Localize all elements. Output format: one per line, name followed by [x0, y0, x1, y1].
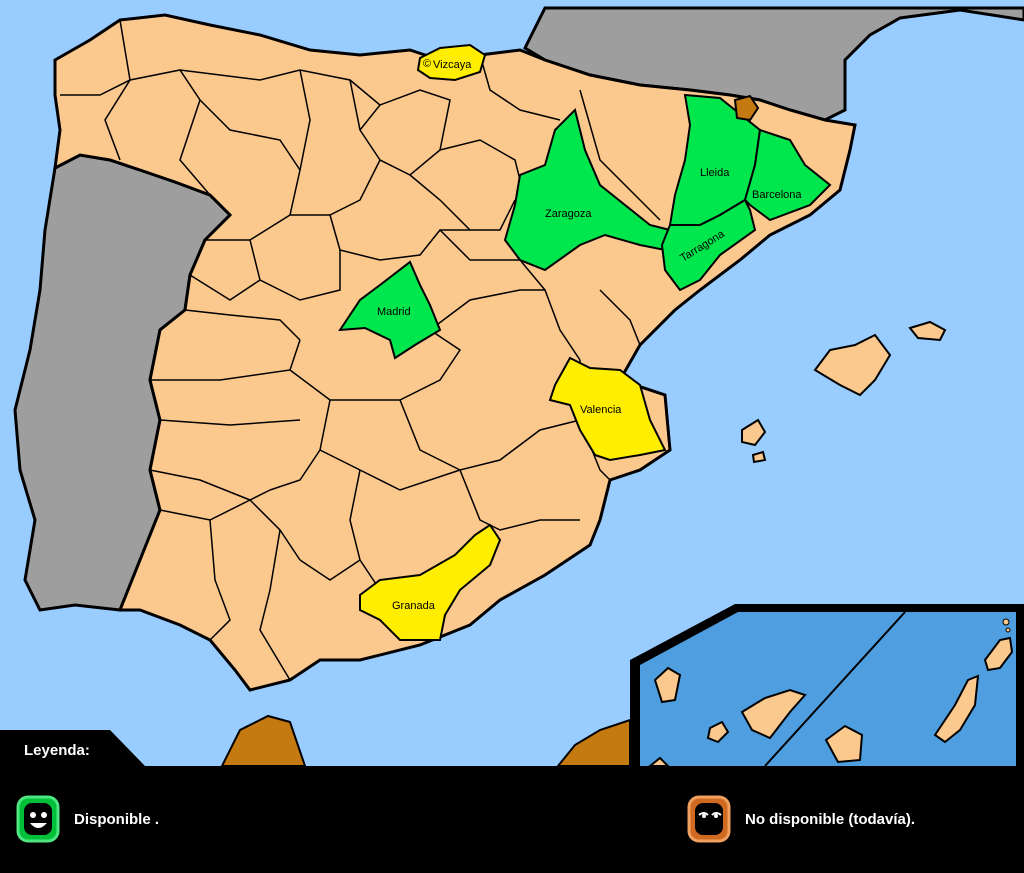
province-tarragona[interactable] [660, 198, 757, 292]
happy-face-icon [16, 795, 60, 843]
legend-available: Disponible . [14, 793, 159, 845]
label-granada: Granada [392, 600, 436, 612]
formentera [751, 450, 767, 464]
legend-tab [0, 730, 145, 766]
province-granada[interactable] [359, 523, 502, 641]
sleepy-face-icon [687, 795, 731, 843]
legend-band [0, 766, 1024, 873]
province-barcelona[interactable] [743, 128, 832, 222]
province-vizcaya[interactable] [416, 43, 487, 82]
label-zaragoza: Zaragoza [545, 208, 592, 220]
label-valencia: Valencia [580, 404, 622, 416]
legend-title: Leyenda: [24, 742, 90, 759]
province-valencia[interactable] [548, 356, 667, 462]
copyright-mark: © [423, 58, 431, 70]
andorra [733, 94, 760, 122]
legend-unavailable: No disponible (todavía). [685, 793, 915, 845]
label-vizcaya: Vizcaya [433, 59, 472, 71]
province-zaragoza[interactable] [503, 108, 672, 272]
label-madrid: Madrid [377, 306, 411, 318]
label-barcelona: Barcelona [752, 189, 802, 201]
province-madrid[interactable] [338, 260, 442, 360]
canary-inset [630, 604, 1024, 767]
province-borders [60, 19, 661, 681]
label-lleida: Lleida [700, 167, 730, 179]
legend-unavailable-label: No disponible (todavía). [745, 810, 916, 828]
legend-available-label: Disponible . [74, 810, 160, 828]
spain-mainland [53, 13, 857, 692]
ibiza [741, 418, 767, 447]
mallorca [813, 333, 892, 397]
menorca [908, 320, 947, 342]
